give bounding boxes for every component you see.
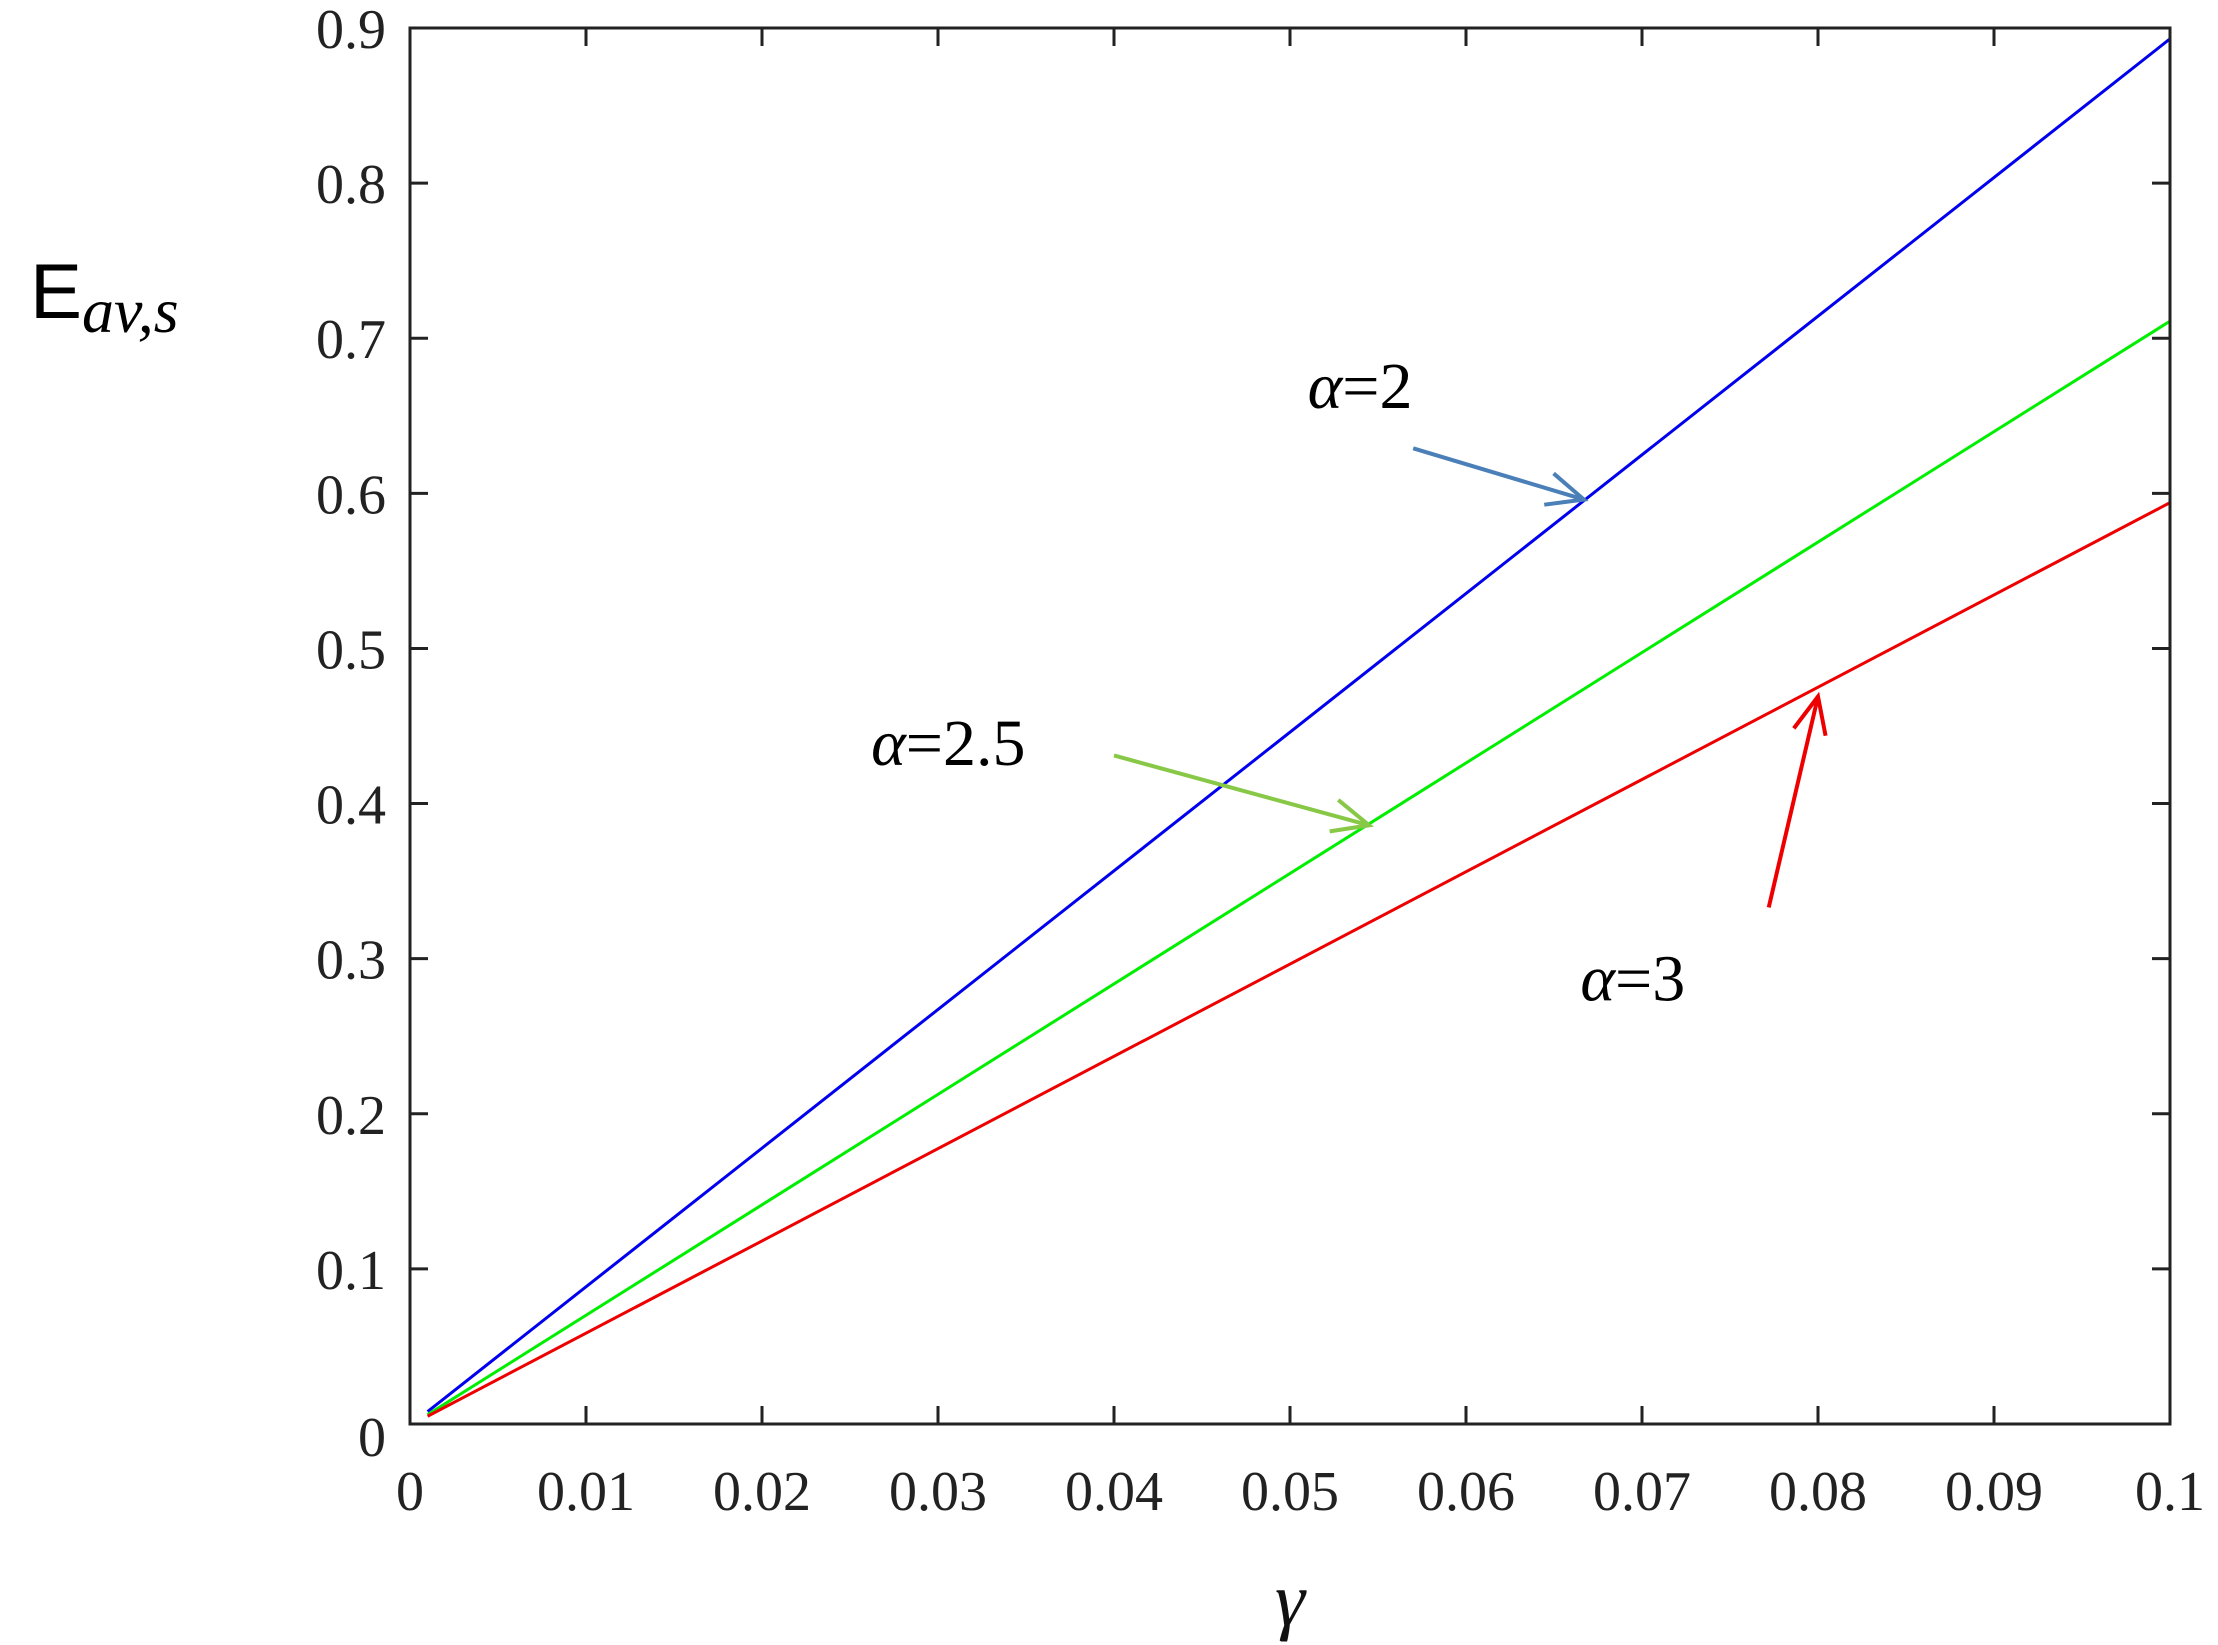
alpha-symbol: α [1580,943,1616,1016]
annotation-arrow-1 [1412,446,1585,502]
alpha-value: =2 [1342,350,1412,423]
x-tick-labels: 0 0.01 0.02 0.03 0.04 0.05 0.06 0.07 0.08 0.09 0.1 [396,1461,2205,1523]
x-tick-label: 0.09 [1945,1461,2043,1523]
y-tick-label: 0.5 [316,619,386,681]
x-tick-label: 0.06 [1417,1461,1515,1523]
series-line-1 [426,37,2171,1413]
y-tick-labels: 0 0.1 0.2 0.3 0.4 0.5 0.6 0.7 0.8 0.9 [316,0,386,1469]
annotation-arrowhead-3 [1792,691,1828,737]
x-tick-label: 0.02 [713,1461,811,1523]
alpha-value: =3 [1615,943,1685,1016]
y-tick-label: 0.4 [316,775,386,837]
x-tick-label: 0 [396,1461,424,1523]
annotation-label-1: α=2 [1308,350,1413,423]
annotation-arrow-2 [1113,753,1370,828]
y-axis-title: Eav,s [30,247,179,346]
x-tick-label: 0.1 [2135,1461,2205,1523]
annotation-arrowhead-1 [1543,471,1589,507]
plot-frame [408,26,2172,1426]
tick-marks [408,26,2172,1426]
x-axis-title: γ [1275,1558,1307,1642]
x-tick-label: 0.08 [1769,1461,1867,1523]
y-tick-label: 0.3 [316,930,386,992]
y-tick-label: 0.9 [316,0,386,61]
annotation-label-3: α=3 [1580,943,1685,1016]
y-axis-title-main: E [30,247,82,335]
x-tick-label: 0.05 [1241,1461,1339,1523]
series-line-2 [426,319,2171,1416]
annotation-labels: α=2α=2.5α=3 [871,350,1685,1016]
y-tick-label: 0.1 [316,1240,386,1302]
y-tick-label: 0.8 [316,154,386,216]
annotation-label-2: α=2.5 [871,707,1025,780]
y-tick-label: 0 [358,1407,386,1469]
y-axis-title-subscript: av,s [82,275,179,346]
annotation-arrow-3 [1766,696,1820,908]
x-tick-label: 0.01 [537,1461,635,1523]
y-tick-label: 0.6 [316,464,386,526]
alpha-symbol: α [1308,350,1344,423]
alpha-symbol: α [871,707,907,780]
x-tick-label: 0.07 [1593,1461,1691,1523]
alpha-value: =2.5 [906,707,1026,780]
y-tick-label: 0.2 [316,1085,386,1147]
x-tick-label: 0.04 [1065,1461,1163,1523]
series-layer [426,37,2171,1418]
series-line-3 [426,501,2171,1418]
annotation-arrowhead-2 [1329,798,1374,834]
y-tick-label: 0.7 [316,309,386,371]
annotation-arrows [1113,446,1828,908]
x-tick-label: 0.03 [889,1461,987,1523]
